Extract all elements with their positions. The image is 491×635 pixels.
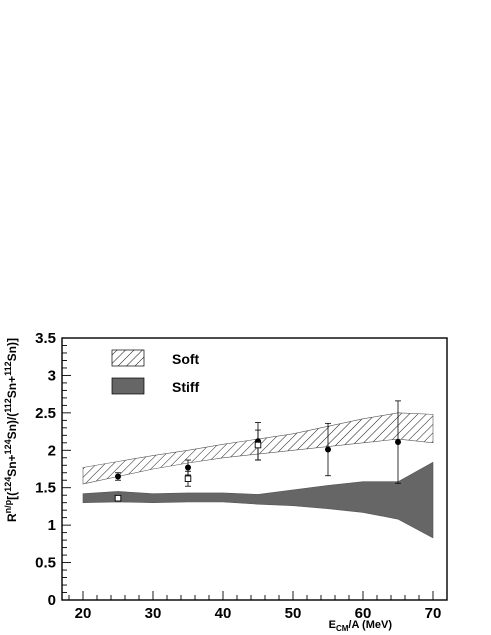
- y-tick-label: 1: [48, 517, 56, 534]
- x-tick-label: 70: [425, 605, 442, 622]
- x-tick-label: 20: [75, 605, 92, 622]
- x-tick-label: 50: [285, 605, 302, 622]
- data-point: [254, 441, 262, 449]
- y-tick-label: 2.5: [35, 405, 56, 422]
- y-tick-label: 2: [48, 442, 56, 459]
- legend-swatch-soft: [111, 349, 145, 367]
- points-layer: [114, 400, 401, 502]
- y-tick-label: 3: [48, 367, 56, 384]
- legend-swatch-stiff: [111, 377, 145, 395]
- y-tick-label: 0.5: [35, 555, 56, 572]
- legend-label-soft: Soft: [172, 351, 200, 367]
- band-stiff: [82, 461, 434, 539]
- data-point: [114, 494, 122, 502]
- data-point: [184, 475, 192, 482]
- y-tick-label: 1.5: [35, 480, 56, 497]
- plot-frame: [61, 337, 448, 601]
- data-point: [395, 439, 401, 446]
- y-tick-label: 3.5: [35, 330, 56, 347]
- x-tick-label: 30: [145, 605, 162, 622]
- data-point: [325, 446, 331, 453]
- axes-layer: 20 30 40 50 60 70 0 0.5 1 1.5 2 2.5 3 3.5 ECM/A (MeV) R…: [3, 330, 448, 633]
- legend: Soft Stiff: [111, 349, 200, 395]
- x-tick-label: 60: [355, 605, 372, 622]
- legend-label-stiff: Stiff: [172, 379, 200, 395]
- y-axis-label: Rn/p[(124Sn+124Sn)/(112Sn+112Sn)]: [3, 338, 19, 522]
- data-point: [185, 464, 191, 471]
- x-axis-label: ECM/A (MeV): [329, 619, 393, 633]
- data-point: [115, 473, 121, 480]
- x-tick-label: 40: [215, 605, 232, 622]
- y-tick-label: 0: [48, 592, 56, 609]
